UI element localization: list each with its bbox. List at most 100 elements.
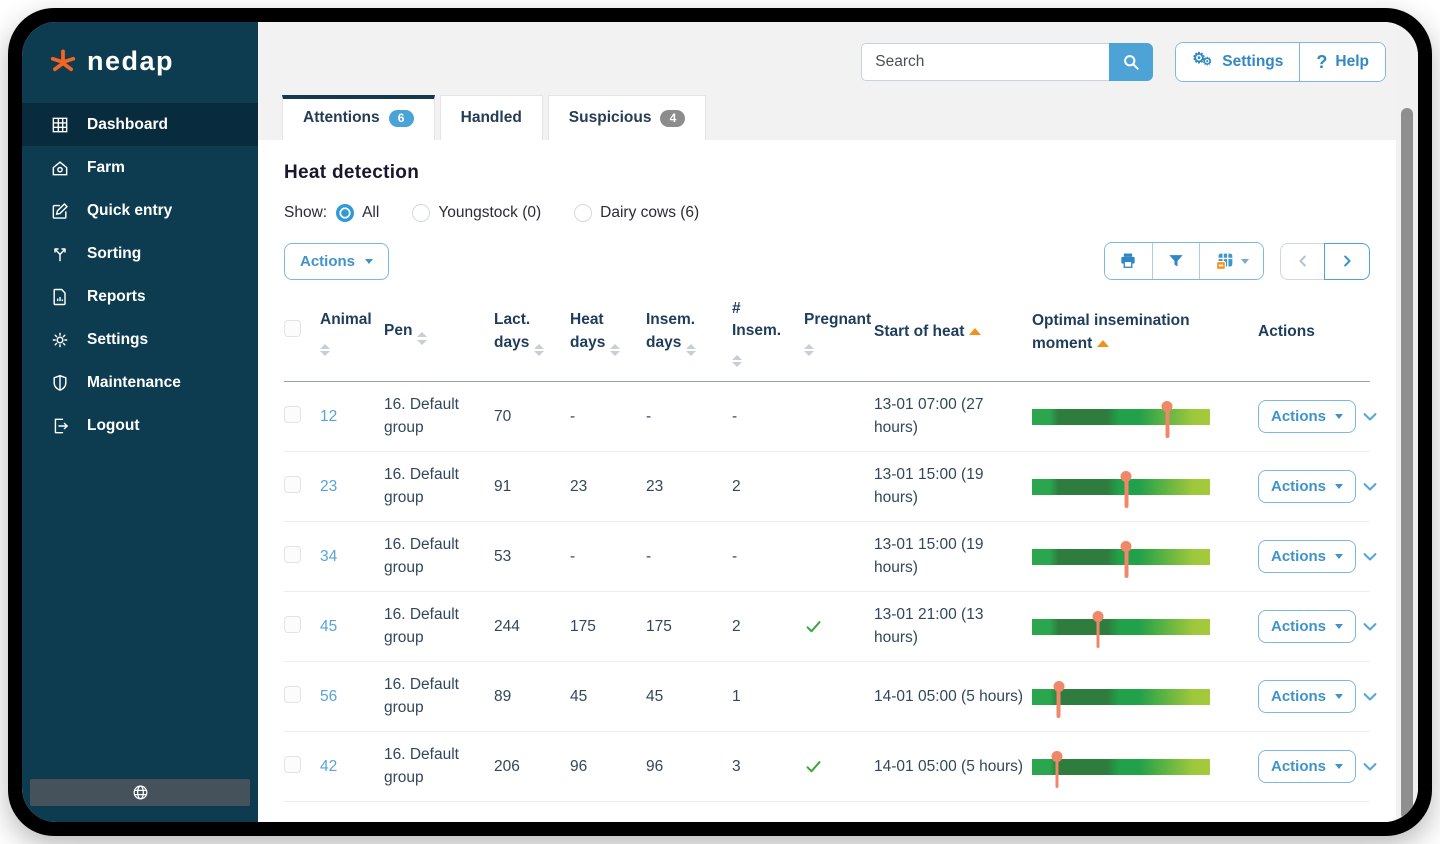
expand-row-chevron[interactable] bbox=[1360, 687, 1380, 707]
table-toolbar: Actions bbox=[284, 242, 1370, 280]
pagination bbox=[1279, 242, 1370, 280]
sidebar-item-logout[interactable]: Logout bbox=[22, 404, 258, 447]
search-group bbox=[861, 43, 1154, 81]
column-header[interactable]: Heat days bbox=[570, 309, 646, 357]
radio-all[interactable]: All bbox=[336, 204, 379, 222]
settings-button[interactable]: ⚙ ⚙ Settings bbox=[1176, 43, 1300, 81]
sort-icon bbox=[686, 343, 697, 357]
animal-link[interactable]: 23 bbox=[320, 477, 338, 495]
sort-icon bbox=[732, 354, 742, 368]
column-header bbox=[284, 320, 320, 344]
row-checkbox[interactable] bbox=[284, 685, 301, 703]
row-checkbox[interactable] bbox=[284, 545, 301, 563]
select-all-checkbox[interactable] bbox=[284, 320, 301, 338]
print-button[interactable] bbox=[1104, 243, 1152, 279]
tab-suspicious[interactable]: Suspicious 4 bbox=[547, 95, 707, 140]
column-header[interactable]: Insem. days bbox=[646, 309, 732, 357]
report-document-icon bbox=[50, 287, 70, 307]
row-actions-button[interactable]: Actions bbox=[1258, 470, 1357, 504]
column-header[interactable]: Animal bbox=[320, 309, 384, 357]
lact-days-cell: 91 bbox=[494, 477, 512, 495]
start-of-heat-cell: 14-01 05:00 (5 hours) bbox=[874, 757, 1024, 775]
expand-row-chevron[interactable] bbox=[1360, 757, 1380, 777]
radio-youngstock[interactable]: Youngstock (0) bbox=[412, 204, 541, 222]
next-page-button[interactable] bbox=[1324, 242, 1370, 280]
row-checkbox[interactable] bbox=[284, 405, 301, 423]
heat-days-cell: 45 bbox=[570, 687, 588, 705]
pregnant-check-icon bbox=[804, 617, 874, 636]
insem-days-cell: 96 bbox=[646, 757, 664, 775]
tab-attentions[interactable]: Attentions 6 bbox=[282, 95, 435, 140]
filter-funnel-icon bbox=[1166, 251, 1186, 271]
num-insem-cell: 3 bbox=[732, 757, 741, 775]
radio-dairy-cows[interactable]: Dairy cows (6) bbox=[574, 204, 699, 222]
row-checkbox[interactable] bbox=[284, 615, 301, 633]
tab-handled[interactable]: Handled bbox=[439, 95, 543, 140]
lact-days-cell: 89 bbox=[494, 687, 512, 705]
vertical-scrollbar[interactable] bbox=[1396, 22, 1418, 822]
sidebar-item-reports[interactable]: Reports bbox=[22, 275, 258, 318]
num-insem-cell: - bbox=[732, 547, 738, 565]
animal-link[interactable]: 56 bbox=[320, 687, 338, 705]
sidebar-item-farm[interactable]: Farm bbox=[22, 146, 258, 189]
brand-wordmark: nedap bbox=[87, 46, 175, 76]
farm-barn-icon bbox=[50, 158, 70, 178]
help-button[interactable]: ? Help bbox=[1299, 43, 1385, 81]
table-header-row: Animal Pen Lact. days Heat days Insem. days #… bbox=[284, 298, 1370, 383]
insem-days-cell: 23 bbox=[646, 477, 664, 495]
previous-page-button[interactable] bbox=[1279, 242, 1326, 280]
sidebar-item-dashboard[interactable]: Dashboard bbox=[22, 103, 258, 146]
heat-days-cell: 175 bbox=[570, 617, 596, 635]
insemination-gradient-bar bbox=[1032, 548, 1210, 565]
start-of-heat-cell: 13-01 15:00 (19 hours) bbox=[874, 536, 984, 576]
column-header[interactable]: Pen bbox=[384, 320, 494, 345]
column-header[interactable]: Optimal insemination moment bbox=[1032, 312, 1190, 352]
sorting-split-arrows-icon bbox=[50, 244, 70, 264]
row-actions-button[interactable]: Actions bbox=[1258, 610, 1357, 644]
sort-icon bbox=[610, 343, 621, 357]
expand-row-chevron[interactable] bbox=[1360, 617, 1380, 637]
search-input[interactable] bbox=[861, 43, 1110, 81]
sort-icon bbox=[534, 343, 545, 357]
row-actions-button[interactable]: Actions bbox=[1258, 400, 1357, 434]
row-checkbox[interactable] bbox=[284, 755, 301, 773]
pregnant-check-icon bbox=[804, 757, 874, 776]
bulk-actions-button[interactable]: Actions bbox=[284, 242, 390, 280]
double-gear-icon: ⚙ ⚙ bbox=[1192, 50, 1213, 68]
animal-link[interactable]: 34 bbox=[320, 547, 338, 565]
row-checkbox[interactable] bbox=[284, 475, 301, 493]
column-header[interactable]: Lact. days bbox=[494, 309, 570, 357]
animal-link[interactable]: 42 bbox=[320, 757, 338, 775]
language-bar[interactable] bbox=[30, 779, 250, 806]
column-header: Actions bbox=[1258, 323, 1315, 341]
expand-row-chevron[interactable] bbox=[1360, 407, 1380, 427]
animal-link[interactable]: 12 bbox=[320, 407, 338, 425]
animal-link[interactable]: 45 bbox=[320, 617, 338, 635]
shield-icon bbox=[50, 373, 70, 393]
sidebar-item-quick-entry[interactable]: Quick entry bbox=[22, 189, 258, 232]
filter-button[interactable] bbox=[1151, 243, 1199, 279]
expand-row-chevron[interactable] bbox=[1360, 477, 1380, 497]
sidebar-item-settings[interactable]: Settings bbox=[22, 318, 258, 361]
column-header[interactable]: Start of heat bbox=[874, 321, 1032, 343]
expand-row-chevron[interactable] bbox=[1360, 547, 1380, 567]
row-actions-button[interactable]: Actions bbox=[1258, 540, 1357, 574]
insemination-marker-pin bbox=[1120, 540, 1132, 578]
chevron-down-icon bbox=[1240, 258, 1249, 264]
row-actions-button[interactable]: Actions bbox=[1258, 680, 1357, 714]
row-actions-button[interactable]: Actions bbox=[1258, 750, 1357, 784]
columns-button[interactable] bbox=[1198, 243, 1263, 279]
column-header[interactable]: Pregnant bbox=[804, 309, 874, 357]
search-button[interactable] bbox=[1109, 43, 1154, 81]
printer-icon bbox=[1118, 251, 1138, 271]
insemination-gradient-bar bbox=[1032, 758, 1210, 775]
sidebar-item-maintenance[interactable]: Maintenance bbox=[22, 361, 258, 404]
search-icon bbox=[1121, 52, 1141, 72]
sidebar-item-sorting[interactable]: Sorting bbox=[22, 232, 258, 275]
scrollbar-thumb[interactable] bbox=[1401, 108, 1413, 820]
table-row: 42 16. Default group 206 96 96 3 14-01 0… bbox=[284, 732, 1377, 803]
column-header[interactable]: # Insem. bbox=[732, 298, 804, 368]
chevron-down-icon bbox=[1335, 484, 1344, 490]
insemination-marker-pin bbox=[1092, 610, 1104, 648]
globe-icon bbox=[131, 783, 150, 802]
